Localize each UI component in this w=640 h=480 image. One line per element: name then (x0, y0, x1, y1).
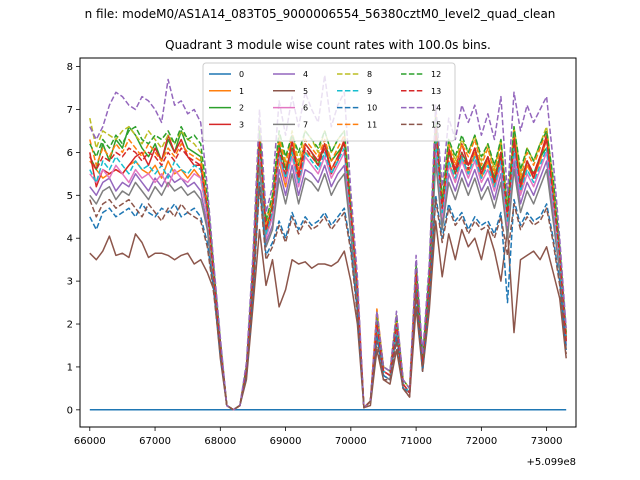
y-tick-label: 7 (67, 105, 73, 116)
legend-label-5: 5 (303, 87, 308, 96)
series-5-line (89, 220, 567, 411)
legend-label-12: 12 (431, 70, 441, 79)
y-tick-label: 4 (67, 234, 73, 245)
series-7-line (89, 160, 567, 411)
y-axis: 0 1 2 3 4 5 6 7 8 (67, 62, 80, 416)
legend-label-1: 1 (239, 87, 244, 96)
axes-frame (79, 57, 577, 428)
series-9-line (89, 138, 567, 411)
legend-label-6: 6 (303, 104, 308, 113)
y-tick-label: 2 (67, 320, 73, 331)
x-axis: 66000 67000 68000 69000 70000 71000 72000 73000 (74, 427, 563, 447)
plot-lines (89, 74, 567, 411)
x-offset-label: +5.099e8 (526, 457, 576, 468)
legend-label-8: 8 (367, 70, 372, 79)
y-tick-label: 6 (67, 148, 73, 159)
figure-suptitle: n file: modeM0/AS1A14_083T05_9000006554_… (85, 7, 556, 21)
y-tick-label: 5 (67, 191, 73, 202)
legend-label-7: 7 (303, 120, 308, 129)
x-tick-label: 73000 (531, 436, 563, 447)
legend-label-2: 2 (239, 104, 244, 113)
legend-label-9: 9 (367, 87, 372, 96)
legend-label-14: 14 (431, 104, 441, 113)
y-tick-label: 1 (67, 362, 73, 373)
legend-label-11: 11 (367, 120, 377, 129)
x-tick-label: 71000 (400, 436, 432, 447)
x-tick-label: 72000 (465, 436, 497, 447)
x-tick-label: 70000 (335, 436, 367, 447)
series-13-line (89, 125, 567, 411)
legend-label-4: 4 (303, 70, 308, 79)
x-tick-label: 68000 (204, 436, 236, 447)
legend-label-3: 3 (239, 120, 244, 129)
x-tick-label: 66000 (74, 436, 106, 447)
series-12-line (89, 117, 567, 411)
y-tick-label: 8 (67, 62, 73, 73)
y-tick-label: 3 (67, 277, 73, 288)
series-10-line (89, 181, 567, 411)
legend-label-0: 0 (239, 70, 244, 79)
series-11-line (89, 113, 567, 411)
legend-label-10: 10 (367, 104, 377, 113)
x-tick-label: 67000 (139, 436, 171, 447)
legend-label-15: 15 (431, 120, 441, 129)
y-tick-label: 0 (67, 405, 73, 416)
legend-box (202, 62, 456, 142)
chart-title: Quadrant 3 module wise count rates with … (165, 38, 491, 52)
x-tick-label: 69000 (270, 436, 302, 447)
legend-label-13: 13 (431, 87, 441, 96)
